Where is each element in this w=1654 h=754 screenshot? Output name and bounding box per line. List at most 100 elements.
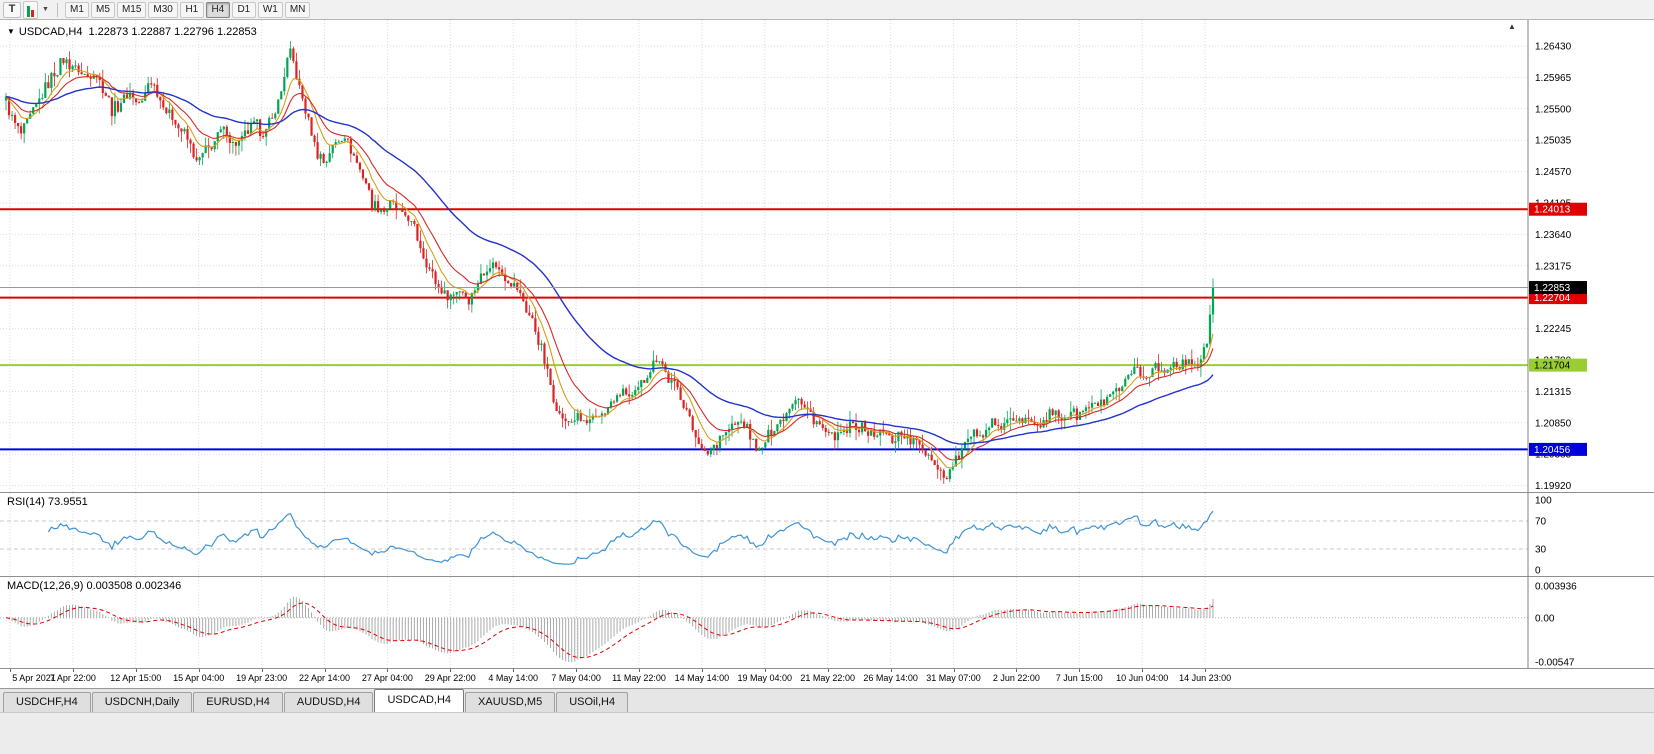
price-axis-label: 1.21315 [1535,387,1572,398]
chart-collapse-icon[interactable]: ▼ [7,27,15,36]
macd-axis-label: 0.003936 [1535,582,1577,593]
timeframe-button-group: M1 M5 M15 M30 H1 H4 D1 W1 MN [64,1,311,18]
price-axis-label: 1.20850 [1535,418,1572,429]
tab-audusd-h4[interactable]: AUDUSD,H4 [283,692,374,712]
time-label: 26 May 14:00 [863,673,918,683]
price-axis-label: 1.25035 [1535,136,1572,147]
macd-axis-label: -0.00547 [1535,658,1575,669]
chart-ohlc-values: 1.22873 1.22887 1.22796 1.22853 [88,26,257,38]
rsi-axis-label: 100 [1535,496,1552,507]
chart-title: ▼ USDCAD,H4 1.22873 1.22887 1.22796 1.2285… [7,26,257,38]
time-label: 12 Apr 15:00 [110,673,162,683]
time-label: 22 Apr 14:00 [298,673,351,683]
time-label: 19 Apr 23:00 [236,673,288,683]
tab-usdcnh-daily[interactable]: USDCNH,Daily [91,692,193,712]
svg-text:1.22704: 1.22704 [1534,293,1571,304]
window-bottom [0,712,1654,754]
time-label: 10 Jun 04:00 [1116,673,1169,683]
main-price-chart[interactable]: 1.264301.259651.255001.250351.245701.241… [0,20,1654,492]
price-badge-1.20456[interactable]: 1.20456 [1529,442,1587,456]
time-label: 15 Apr 04:00 [173,673,225,683]
timeframe-button-h1[interactable]: H1 [179,1,204,18]
time-tick [324,669,326,672]
timeframe-button-m30[interactable]: M30 [148,1,178,18]
timeframe-button-mn[interactable]: MN [284,1,311,18]
tab-eurusd-h4[interactable]: EURUSD,H4 [193,692,283,712]
time-tick [387,669,389,672]
time-tick [198,669,200,672]
time-tick [450,669,452,672]
tab-usdchf-h4[interactable]: USDCHF,H4 [3,692,91,712]
scroll-up-icon[interactable]: ▲ [1508,22,1516,31]
svg-text:1.22853: 1.22853 [1534,283,1571,294]
ma-line-50 [5,86,1214,445]
chart-style-icon[interactable] [23,0,38,19]
price-badge-1.21704[interactable]: 1.21704 [1529,358,1587,372]
price-axis-label: 1.19920 [1535,481,1572,492]
time-tick [1016,669,1018,672]
macd-label: MACD(12,26,9) 0.003508 0.002346 [7,580,182,592]
time-tick [1079,669,1081,672]
svg-text:1.21704: 1.21704 [1534,361,1571,372]
tab-usoil-h4[interactable]: USOil,H4 [556,692,629,712]
price-axis-label: 1.25965 [1535,73,1572,84]
macd-histogram [8,596,1214,662]
dropdown-caret-icon[interactable]: ▼ [42,6,49,13]
price-axis-label: 1.25500 [1535,104,1572,115]
rsi-axis-label: 30 [1535,545,1547,556]
time-axis[interactable]: 5 Apr 2021 7 Apr 22:00 12 Apr 15:00 15 Apr … [0,668,1654,688]
time-label: 14 Jun 23:00 [1179,673,1232,683]
time-label: 29 Apr 22:00 [424,673,476,683]
ma-line-8 [5,68,1214,469]
price-badge-1.24013[interactable]: 1.24013 [1529,202,1587,216]
toolbar: T ▼ M1 M5 M15 M30 H1 H4 D1 W1 MN [0,0,1654,20]
time-tick [1142,669,1144,672]
time-tick [701,669,703,672]
timeframe-button-m5[interactable]: M5 [90,1,115,18]
svg-text:1.20456: 1.20456 [1534,445,1571,456]
time-tick [576,669,578,672]
time-tick [1205,669,1207,672]
time-label: 11 May 22:00 [612,673,666,683]
time-tick [10,669,11,672]
rsi-axis-label: 0 [1535,566,1541,577]
macd-axis-label: 0.00 [1535,613,1555,624]
timeframe-button-m1[interactable]: M1 [64,1,89,18]
macd-indicator-panel[interactable]: 0.003936 0.00 -0.00547 [0,576,1654,668]
time-label: 2 Jun 22:00 [992,673,1040,683]
time-tick [953,669,955,672]
time-label: 19 May 04:00 [737,673,793,683]
tab-xauusd-m5[interactable]: XAUUSD,M5 [465,692,556,712]
chart-symbol-label: USDCAD,H4 [18,26,83,38]
time-tick [513,669,515,672]
timeframe-button-d1[interactable]: D1 [231,1,256,18]
time-tick [72,669,74,672]
time-label: 7 May 04:00 [551,673,601,683]
time-label: 7 Apr 22:00 [49,673,96,683]
time-tick [764,669,766,672]
symbol-tabbar: USDCHF,H4 USDCNH,Daily EURUSD,H4 AUDUSD,H4 U… [0,688,1654,712]
timeframe-button-w1[interactable]: W1 [257,1,283,18]
ma-line-16 [5,76,1214,461]
price-badge-1.22704[interactable]: 1.22704 [1529,291,1587,305]
rsi-indicator-panel[interactable]: 100 70 30 0 [0,492,1654,576]
time-label: 14 May 14:00 [674,673,730,683]
time-label: 7 Jun 15:00 [1055,673,1103,683]
text-tool-button[interactable]: T [3,1,21,18]
time-label: 21 May 22:00 [800,673,855,683]
timeframe-button-h4[interactable]: H4 [205,1,230,18]
time-tick [135,669,137,672]
time-tick [261,669,263,672]
timeframe-button-m15[interactable]: M15 [116,1,147,18]
rsi-line [47,510,1214,565]
tab-usdcad-h4[interactable]: USDCAD,H4 [374,689,465,712]
time-label: 27 Apr 04:00 [361,673,413,683]
time-tick [890,669,892,672]
time-label: 5 Apr 2021 [12,673,56,683]
current-price-badge[interactable]: 1.22853 [1529,281,1587,295]
price-axis-label: 1.24570 [1535,167,1572,178]
time-label: 31 May 07:00 [926,673,981,683]
time-tick [827,669,829,672]
toolbar-separator [56,2,58,17]
